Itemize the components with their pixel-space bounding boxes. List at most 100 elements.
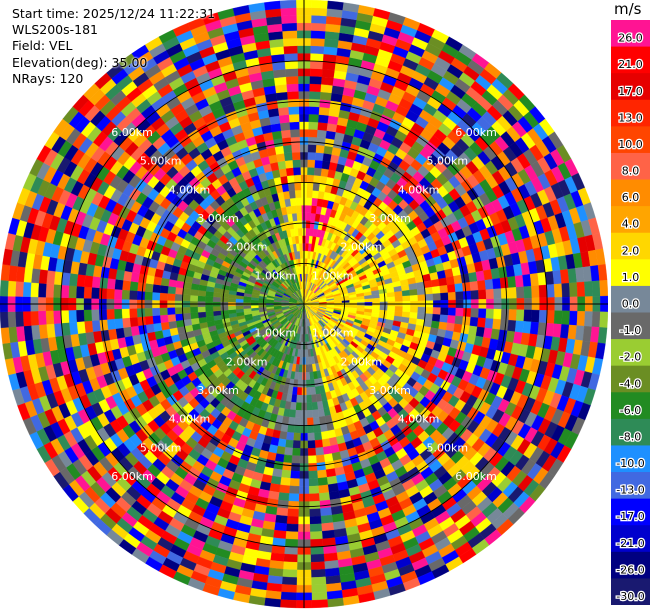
ring-label: 3.00km xyxy=(197,384,239,397)
range-gate xyxy=(561,310,571,326)
range-gate xyxy=(91,309,100,321)
range-gate xyxy=(53,310,62,324)
range-gate xyxy=(307,455,317,464)
range-gate xyxy=(122,280,131,291)
range-gate xyxy=(153,276,163,286)
range-gate xyxy=(15,281,24,297)
range-gate xyxy=(364,298,373,303)
range-gate xyxy=(306,417,314,426)
range-gate xyxy=(310,546,324,555)
range-gate xyxy=(46,323,56,338)
range-gate xyxy=(145,323,155,334)
range-gate xyxy=(492,318,502,330)
range-gate xyxy=(284,53,298,62)
range-gate xyxy=(275,84,288,94)
range-gate xyxy=(136,308,146,318)
range-gate xyxy=(152,284,161,293)
range-gate xyxy=(307,447,317,457)
range-gate xyxy=(7,311,17,328)
range-gate xyxy=(454,283,464,293)
range-gate xyxy=(284,546,298,555)
range-gate xyxy=(569,282,578,298)
colorbar-tick-label: -21.0 xyxy=(616,537,644,550)
range-gate xyxy=(538,310,548,324)
range-gate xyxy=(60,284,70,298)
range-gate xyxy=(561,282,571,298)
range-gate xyxy=(313,431,323,441)
range-gate xyxy=(159,314,169,323)
colorbar-tick-label: 6.0 xyxy=(622,191,640,204)
colorbar: 26.021.017.013.010.08.06.04.02.01.00.0-1… xyxy=(611,20,650,605)
ring-label: 5.00km xyxy=(427,155,469,168)
range-gate xyxy=(318,114,329,124)
range-gate xyxy=(68,309,77,323)
range-gate xyxy=(296,212,302,221)
ring-label: 2.00km xyxy=(226,355,268,368)
range-gate xyxy=(311,599,329,609)
range-gate xyxy=(281,584,297,593)
range-gate xyxy=(454,315,464,325)
ring-label: 1.00km xyxy=(255,327,297,340)
range-gate xyxy=(462,316,471,326)
range-gate xyxy=(424,286,433,295)
range-gate xyxy=(310,386,317,396)
range-gate xyxy=(321,68,335,79)
range-gate xyxy=(306,402,313,411)
range-gate xyxy=(308,493,320,502)
range-gate xyxy=(296,387,302,396)
range-gate xyxy=(288,485,300,495)
range-gate xyxy=(138,324,148,335)
range-gate xyxy=(305,379,311,388)
range-gate xyxy=(499,277,509,289)
range-gate xyxy=(417,306,426,314)
elevation-label: Elevation(deg): 35.00 xyxy=(12,54,148,70)
range-gate xyxy=(294,189,302,199)
range-gate xyxy=(307,432,315,441)
colorbar-tick-label: 26.0 xyxy=(618,32,643,45)
range-gate xyxy=(394,290,403,297)
range-gate xyxy=(308,462,318,472)
range-gate xyxy=(317,477,328,486)
range-gate xyxy=(0,327,11,344)
range-gate xyxy=(323,552,338,562)
range-gate xyxy=(310,37,326,47)
range-gate xyxy=(113,288,123,300)
range-gate xyxy=(277,499,289,509)
range-gate xyxy=(290,462,300,472)
range-gate xyxy=(445,276,455,286)
range-gate xyxy=(478,308,487,319)
range-gate xyxy=(274,453,285,463)
range-gate xyxy=(394,296,403,302)
range-gate xyxy=(274,145,285,155)
range-gate xyxy=(576,311,586,327)
range-gate xyxy=(270,46,285,56)
range-gate xyxy=(309,68,323,77)
range-gate xyxy=(297,220,303,229)
range-gate xyxy=(98,287,108,299)
colorbar-tick-label: 21.0 xyxy=(618,58,643,71)
range-gate xyxy=(287,98,299,108)
colorbar-tick-label: -1.0 xyxy=(620,324,641,337)
range-gate xyxy=(499,319,509,331)
ring-label: 6.00km xyxy=(111,126,153,139)
range-gate xyxy=(468,325,478,337)
range-gate xyxy=(298,235,303,244)
range-gate xyxy=(409,312,418,320)
colorbar-tick-label: -2.0 xyxy=(620,351,641,364)
range-gate xyxy=(309,98,321,108)
range-gate xyxy=(299,250,303,259)
range-gate xyxy=(281,576,297,586)
range-gate xyxy=(493,308,502,320)
range-gate xyxy=(515,309,525,322)
range-gate xyxy=(305,220,311,229)
range-gate xyxy=(175,286,184,295)
range-gate xyxy=(83,309,93,322)
range-gate xyxy=(316,469,327,479)
range-gate xyxy=(514,275,524,288)
range-gate xyxy=(308,485,320,495)
range-gate xyxy=(508,309,517,321)
range-gate xyxy=(462,308,472,318)
range-gate xyxy=(0,279,9,297)
ring-label: 6.00km xyxy=(455,470,497,483)
range-gate xyxy=(308,478,319,487)
